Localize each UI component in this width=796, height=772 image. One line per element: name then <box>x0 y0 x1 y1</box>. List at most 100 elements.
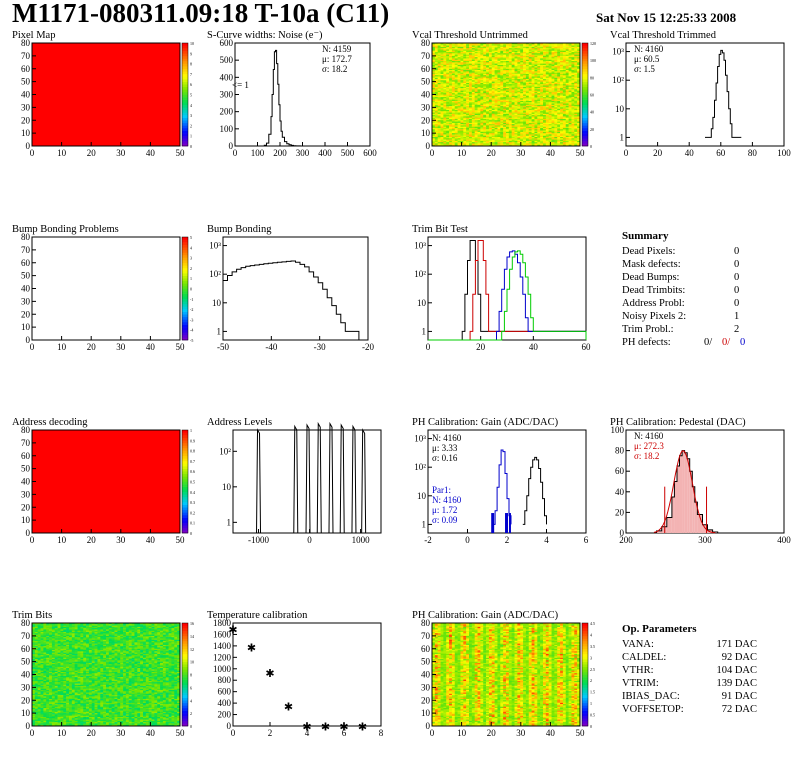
colorbar-label: -3 <box>190 317 193 322</box>
heatmap-cell <box>517 100 521 103</box>
heatmap-cell <box>460 99 464 102</box>
heatmap-cell <box>568 46 572 49</box>
heatmap-cell <box>540 115 544 117</box>
heatmap-cell <box>491 75 495 77</box>
heatmap-cell <box>540 95 544 98</box>
heatmap-cell <box>565 59 569 62</box>
heatmap-cell <box>525 109 530 112</box>
heatmap-cell <box>466 93 470 95</box>
heatmap-cell <box>577 79 581 81</box>
x-tick-label: 20 <box>653 148 663 158</box>
heatmap-cell <box>517 66 521 68</box>
heatmap-cell <box>486 71 490 73</box>
heatmap-cell <box>531 91 535 94</box>
heatmap-cell <box>548 43 552 45</box>
heatmap-cell <box>520 53 524 55</box>
heatmap-cell <box>437 95 441 98</box>
heatmap-cell <box>551 98 555 100</box>
heatmap-cell <box>486 89 490 91</box>
heatmap-cell <box>537 136 541 139</box>
heatmap-cell <box>497 116 501 118</box>
heatmap-cell <box>451 61 456 63</box>
heatmap-cell <box>520 129 524 131</box>
y-tick-label: 70 <box>21 51 31 61</box>
colorbar-cell <box>182 303 188 307</box>
heatmap-cell <box>562 59 567 62</box>
heatmap-cell <box>520 112 524 115</box>
heatmap-cell <box>508 98 512 100</box>
heatmap-cell <box>500 108 504 111</box>
heatmap-cell <box>534 138 538 140</box>
heatmap-cell <box>471 138 475 140</box>
heatmap-cell <box>432 73 436 76</box>
heatmap-cell <box>540 94 544 97</box>
heatmap-cell <box>37 718 41 720</box>
heatmap-cell <box>534 61 538 63</box>
heatmap-cell <box>562 109 567 112</box>
heatmap-cell <box>463 140 467 143</box>
heatmap-cell <box>497 73 501 76</box>
heatmap-cell <box>568 106 572 108</box>
heatmap-cell <box>451 81 456 84</box>
colorbar-cell <box>582 125 588 129</box>
heatmap-cell <box>34 664 38 666</box>
heatmap-cell <box>560 133 564 135</box>
heatmap-cell <box>520 100 524 103</box>
heatmap-cell <box>469 79 473 81</box>
heatmap-cell <box>477 67 481 70</box>
heatmap-cell <box>523 131 527 134</box>
heatmap-cell <box>565 104 569 107</box>
heatmap-cell <box>471 104 475 107</box>
colorbar-cell <box>182 301 188 305</box>
stat-sigma: σ: 1.5 <box>634 64 655 74</box>
heatmap-cell <box>480 139 484 142</box>
heatmap-cell <box>540 52 544 54</box>
heatmap-cell <box>574 138 578 140</box>
colorbar-cell <box>182 278 188 282</box>
heatmap-cell <box>574 112 578 115</box>
heatmap-cell <box>557 68 561 71</box>
colorbar-cell <box>182 468 188 472</box>
heatmap-cell <box>488 64 493 67</box>
heatmap-cell <box>557 107 561 109</box>
heatmap-cell <box>457 143 461 146</box>
heatmap-cell <box>525 95 530 98</box>
pedestal-fill-bar <box>689 471 693 533</box>
heatmap-cell <box>34 711 38 714</box>
heatmap-cell <box>531 135 535 138</box>
heatmap-cell <box>560 68 564 71</box>
heatmap-cell <box>488 120 493 122</box>
heatmap-cell <box>540 93 544 95</box>
heatmap-cell <box>525 89 530 91</box>
heatmap-cell <box>571 117 575 120</box>
heatmap-cell <box>446 117 450 120</box>
heatmap-cell <box>523 106 527 108</box>
heatmap-cell <box>457 124 461 126</box>
colorbar-label: 0 <box>190 287 192 292</box>
heatmap-cell <box>534 90 538 93</box>
heatmap-cell <box>449 130 453 133</box>
heatmap-cell <box>432 108 436 111</box>
heatmap-cell <box>548 49 552 52</box>
heatmap-cell <box>525 64 530 67</box>
heatmap-cell <box>474 118 478 121</box>
heatmap-cell <box>432 53 436 55</box>
heatmap-cell <box>511 99 515 102</box>
heatmap-cell <box>528 77 532 80</box>
heatmap-cell <box>577 46 581 49</box>
heatmap-cell <box>528 139 532 142</box>
heatmap-cell <box>543 62 547 64</box>
heatmap-cell <box>531 127 535 130</box>
heatmap-cell <box>471 136 475 139</box>
heatmap-cell <box>528 94 532 97</box>
x-tick-label: 0 <box>465 535 470 545</box>
heatmap-cell <box>463 85 467 88</box>
heatmap-cell <box>562 108 567 111</box>
heatmap-cell <box>537 104 541 107</box>
heatmap-cell <box>494 59 498 62</box>
heatmap-cell <box>483 62 487 64</box>
heatmap-cell <box>574 134 578 136</box>
heatmap-cell <box>463 49 467 52</box>
heatmap-cell <box>514 46 518 49</box>
heatmap-cell <box>557 109 561 112</box>
